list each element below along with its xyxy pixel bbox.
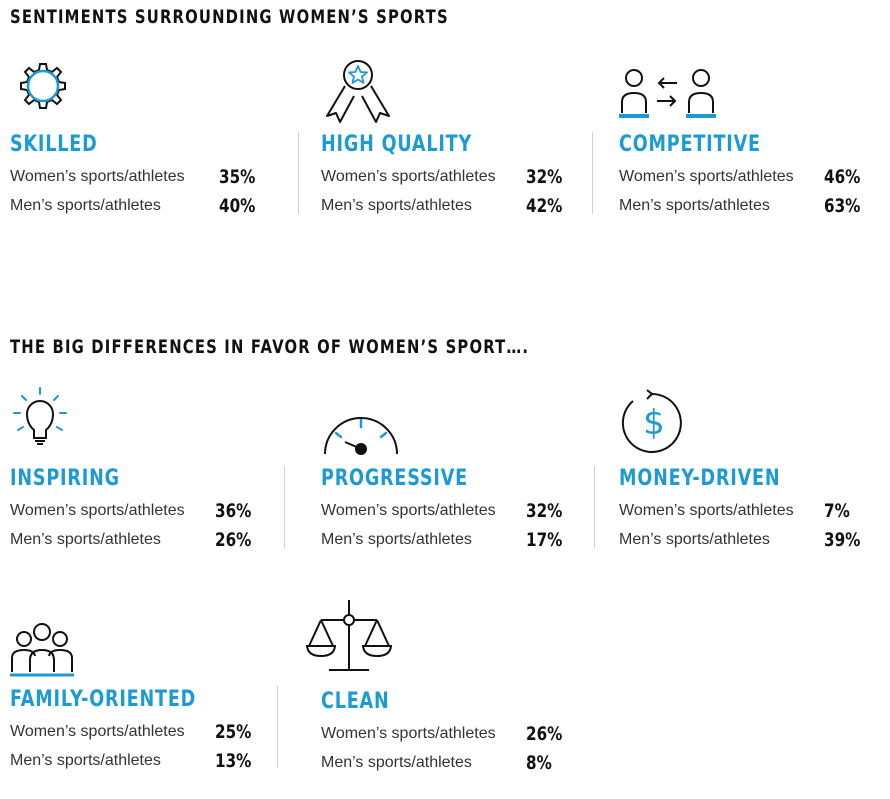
divider: [277, 686, 278, 768]
category-title: SKILLED: [10, 132, 98, 157]
men-label: Men’s sports/athletes: [10, 197, 161, 214]
men-label: Men’s sports/athletes: [321, 197, 472, 214]
category-title: MONEY-DRIVEN: [619, 466, 781, 491]
lightbulb-icon: [13, 387, 67, 445]
category-title: FAMILY-ORIENTED: [10, 687, 197, 712]
difference-card-family-oriented: FAMILY-ORIENTED Women’s sports/athletes …: [10, 620, 275, 790]
women-value: 26%: [526, 723, 563, 745]
men-value: 26%: [215, 529, 252, 551]
category-title: COMPETITIVE: [619, 132, 761, 157]
women-value: 35%: [219, 166, 256, 188]
category-title: CLEAN: [321, 689, 390, 714]
men-label: Men’s sports/athletes: [619, 531, 770, 548]
women-value: 25%: [215, 721, 252, 743]
people-exchange-icon: [619, 69, 716, 118]
category-title: PROGRESSIVE: [321, 466, 468, 491]
women-label: Women’s sports/athletes: [10, 502, 185, 519]
women-label: Women’s sports/athletes: [321, 502, 496, 519]
speedometer-icon: [324, 417, 398, 455]
family-icon: [10, 623, 74, 677]
gear-icon: [20, 63, 66, 109]
women-value: 32%: [526, 500, 563, 522]
category-title: HIGH QUALITY: [321, 132, 473, 157]
difference-card-inspiring: INSPIRING Women’s sports/athletes 36% Me…: [10, 386, 275, 556]
women-value: 32%: [526, 166, 563, 188]
women-label: Women’s sports/athletes: [10, 723, 185, 740]
men-value: 8%: [526, 752, 552, 774]
divider: [592, 132, 593, 214]
award-ribbon-icon: [326, 60, 390, 123]
men-value: 40%: [219, 195, 256, 217]
women-label: Women’s sports/athletes: [10, 168, 185, 185]
sentiment-card-high-quality: HIGH QUALITY Women’s sports/athletes 32%…: [321, 58, 586, 228]
category-title: INSPIRING: [10, 466, 120, 491]
women-value: 46%: [824, 166, 861, 188]
svg-text:$: $: [643, 403, 665, 443]
difference-card-clean: CLEAN Women’s sports/athletes 26% Men’s …: [305, 600, 585, 790]
women-label: Women’s sports/athletes: [321, 168, 496, 185]
difference-card-money-driven: $ MONEY-DRIVEN Women’s sports/athletes 7…: [619, 386, 879, 556]
sentiment-card-competitive: COMPETITIVE Women’s sports/athletes 46% …: [619, 58, 879, 228]
dollar-coin-icon: $: [621, 389, 682, 453]
sentiment-card-skilled: SKILLED Women’s sports/athletes 35% Men’…: [10, 58, 290, 228]
divider: [594, 466, 595, 548]
women-label: Women’s sports/athletes: [619, 168, 794, 185]
men-value: 17%: [526, 529, 563, 551]
women-value: 7%: [824, 500, 850, 522]
difference-card-progressive: PROGRESSIVE Women’s sports/athletes 32% …: [321, 386, 586, 556]
men-value: 63%: [824, 195, 861, 217]
women-label: Women’s sports/athletes: [321, 725, 496, 742]
men-value: 42%: [526, 195, 563, 217]
section-title-sentiments: SENTIMENTS SURROUNDING WOMEN’S SPORTS: [10, 6, 449, 28]
divider: [284, 466, 285, 548]
men-value: 13%: [215, 750, 252, 772]
women-value: 36%: [215, 500, 252, 522]
scales-icon: [305, 600, 393, 671]
men-label: Men’s sports/athletes: [10, 531, 161, 548]
men-label: Men’s sports/athletes: [619, 197, 770, 214]
men-value: 39%: [824, 529, 861, 551]
divider: [298, 132, 299, 214]
section-title-differences: THE BIG DIFFERENCES IN FAVOR OF WOMEN’S …: [10, 336, 530, 358]
men-label: Men’s sports/athletes: [321, 754, 472, 771]
men-label: Men’s sports/athletes: [10, 752, 161, 769]
men-label: Men’s sports/athletes: [321, 531, 472, 548]
women-label: Women’s sports/athletes: [619, 502, 794, 519]
